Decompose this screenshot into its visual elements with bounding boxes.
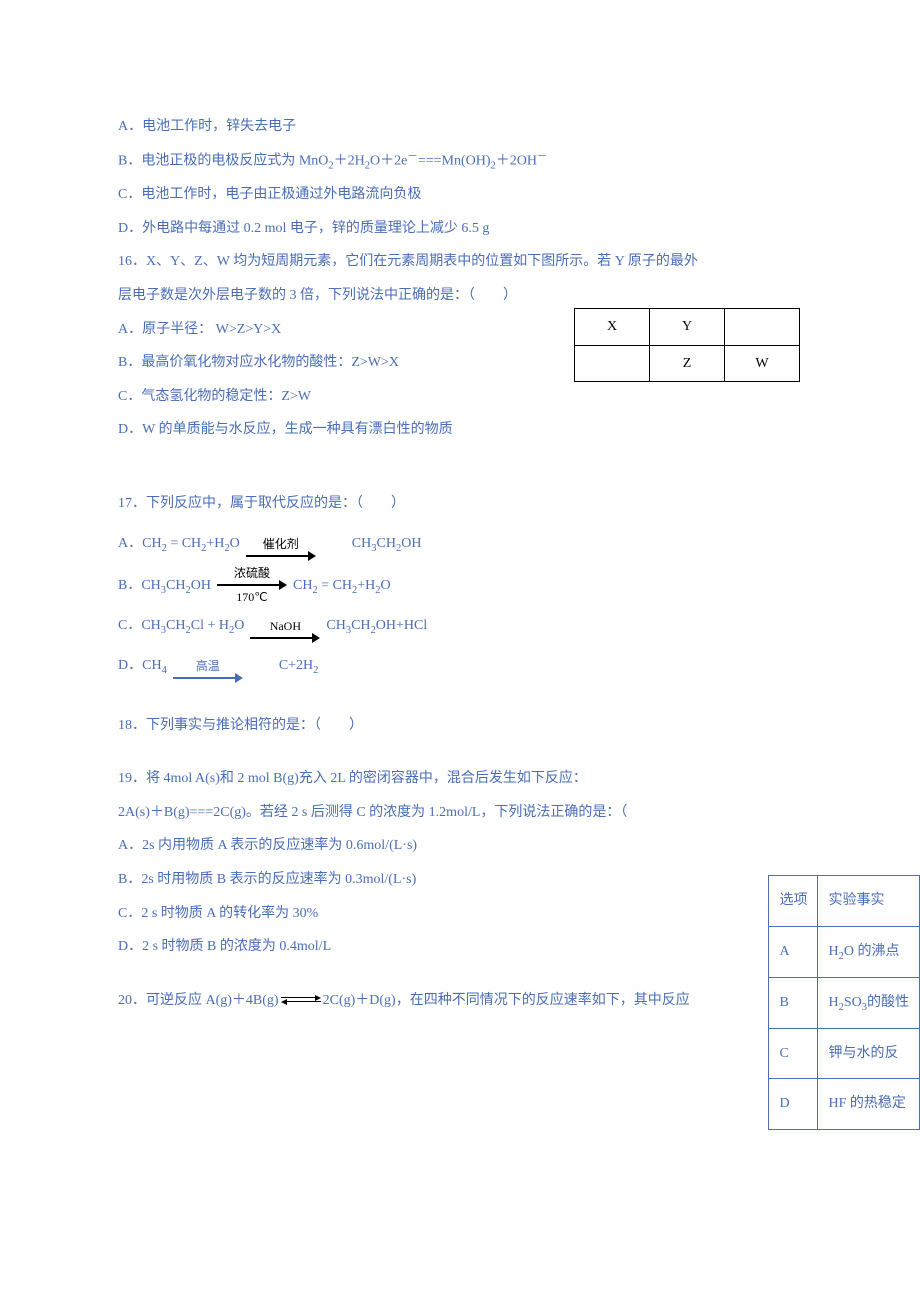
reaction-arrow: NaOH bbox=[250, 620, 320, 643]
cell bbox=[725, 309, 800, 346]
spacer bbox=[118, 447, 860, 487]
text: O bbox=[234, 618, 244, 633]
text: CH bbox=[293, 578, 312, 593]
text: CH bbox=[166, 578, 185, 593]
q17-stem: 17．下列反应中，属于取代反应的是：（ ） bbox=[118, 487, 860, 521]
text: C+2H bbox=[279, 658, 313, 673]
cell bbox=[575, 345, 650, 382]
cell: 钾与水的反 bbox=[818, 1028, 920, 1079]
spacer bbox=[118, 964, 860, 984]
text: CH bbox=[377, 536, 396, 551]
periodic-table: X Y Z W bbox=[574, 308, 800, 382]
q16-c: C．气态氢化物的稳定性：Z>W bbox=[118, 380, 860, 414]
condition: 高温 bbox=[196, 660, 220, 672]
text: +H bbox=[357, 578, 375, 593]
text: OH bbox=[401, 536, 421, 551]
q20-stem: 20．可逆反应 A(g)＋4B(g) 2C(g)＋D(g)，在四种不同情况下的反应… bbox=[118, 984, 860, 1018]
q17-d: D．CH4 高温 C+2H2 bbox=[118, 649, 860, 683]
text: OH bbox=[191, 578, 211, 593]
cell: B bbox=[769, 977, 818, 1028]
text: CH bbox=[326, 618, 345, 633]
q19-d: D．2 s 时物质 B 的浓度为 0.4mol/L bbox=[118, 930, 860, 964]
cell: A bbox=[769, 926, 818, 977]
reaction-arrow: 高温 bbox=[173, 660, 243, 683]
cell: X bbox=[575, 309, 650, 346]
q17-b: B．CH3CH2OH 浓硫酸 170℃ CH2 = CH2+H2O bbox=[118, 567, 860, 603]
text: OH+HCl bbox=[376, 618, 427, 633]
q19-a: A．2s 内用物质 A 表示的反应速率为 0.6mol/(L·s) bbox=[118, 829, 860, 863]
reaction-arrow: 催化剂 bbox=[246, 538, 316, 561]
spacer bbox=[118, 689, 860, 709]
cell: H2O 的沸点 bbox=[818, 926, 920, 977]
q16-d: D．W 的单质能与水反应，生成一种具有漂白性的物质 bbox=[118, 413, 860, 447]
cell: 选项 bbox=[769, 876, 818, 927]
text: ===Mn(OH) bbox=[418, 153, 491, 168]
text: 20．可逆反应 A(g)＋4B(g) bbox=[118, 993, 279, 1008]
text: O＋2e bbox=[370, 153, 407, 168]
text: D．CH bbox=[118, 658, 162, 673]
q18-stem: 18．下列事实与推论相符的是：（ ） bbox=[118, 709, 860, 743]
q17-c: C．CH3CH2Cl + H2O NaOH CH3CH2OH+HCl bbox=[118, 609, 860, 643]
cell: D bbox=[769, 1079, 818, 1130]
text: ＋2OH bbox=[496, 153, 537, 168]
equilibrium-arrow bbox=[281, 995, 321, 1005]
condition: 催化剂 bbox=[263, 538, 299, 550]
cell: C bbox=[769, 1028, 818, 1079]
cell: 实验事实 bbox=[818, 876, 920, 927]
cell: W bbox=[725, 345, 800, 382]
cell: H2SO3的酸性 bbox=[818, 977, 920, 1028]
q17-a: A．CH2 = CH2+H2O 催化剂 CH3CH2OH bbox=[118, 527, 860, 561]
text: CH bbox=[351, 618, 370, 633]
q15-c: C．电池工作时，电子由正极通过外电路流向负极 bbox=[118, 178, 860, 212]
text: A．CH bbox=[118, 536, 162, 551]
side-table: 选项 实验事实 A H2O 的沸点 B H2SO3的酸性 C 钾与水的反 D H… bbox=[768, 875, 920, 1130]
text: CH bbox=[166, 618, 185, 633]
q15-a: A．电池工作时，锌失去电子 bbox=[118, 110, 860, 144]
condition: 浓硫酸 bbox=[234, 567, 270, 579]
text: B．CH bbox=[118, 578, 161, 593]
q15-b: B．电池正极的电极反应式为 MnO2＋2H2O＋2e－===Mn(OH)2＋2O… bbox=[118, 144, 860, 179]
text: O bbox=[381, 578, 391, 593]
cell: Y bbox=[650, 309, 725, 346]
document-page: A．电池工作时，锌失去电子 B．电池正极的电极反应式为 MnO2＋2H2O＋2e… bbox=[0, 0, 920, 1057]
text: = CH bbox=[167, 536, 201, 551]
text: O bbox=[230, 536, 240, 551]
q19-b: B．2s 时用物质 B 表示的反应速率为 0.3mol/(L·s) bbox=[118, 863, 860, 897]
text: Cl + H bbox=[191, 618, 229, 633]
q19-stem-2: 2A(s)＋B(g)===2C(g)。若经 2 s 后测得 C 的浓度为 1.2… bbox=[118, 796, 860, 830]
q15-d: D．外电路中每通过 0.2 mol 电子，锌的质量理论上减少 6.5 g bbox=[118, 212, 860, 246]
text: ＋2H bbox=[334, 153, 365, 168]
text: C．CH bbox=[118, 618, 161, 633]
cell: HF 的热稳定 bbox=[818, 1079, 920, 1130]
q19-stem-1: 19．将 4mol A(s)和 2 mol B(g)充入 2L 的密闭容器中，混… bbox=[118, 762, 860, 796]
text: CH bbox=[352, 536, 371, 551]
reaction-arrow: 浓硫酸 170℃ bbox=[217, 567, 287, 603]
spacer bbox=[118, 742, 860, 762]
text: +H bbox=[206, 536, 224, 551]
q19-c: C．2 s 时物质 A 的转化率为 30% bbox=[118, 897, 860, 931]
condition: NaOH bbox=[270, 620, 301, 632]
cell: Z bbox=[650, 345, 725, 382]
text: B．电池正极的电极反应式为 MnO bbox=[118, 153, 328, 168]
condition: 170℃ bbox=[236, 591, 267, 603]
text: 2C(g)＋D(g)，在四种不同情况下的反应速率如下，其中反应 bbox=[323, 993, 690, 1008]
q16-stem-1: 16．X、Y、Z、W 均为短周期元素，它们在元素周期表中的位置如下图所示。若 Y… bbox=[118, 245, 860, 279]
text: = CH bbox=[318, 578, 352, 593]
